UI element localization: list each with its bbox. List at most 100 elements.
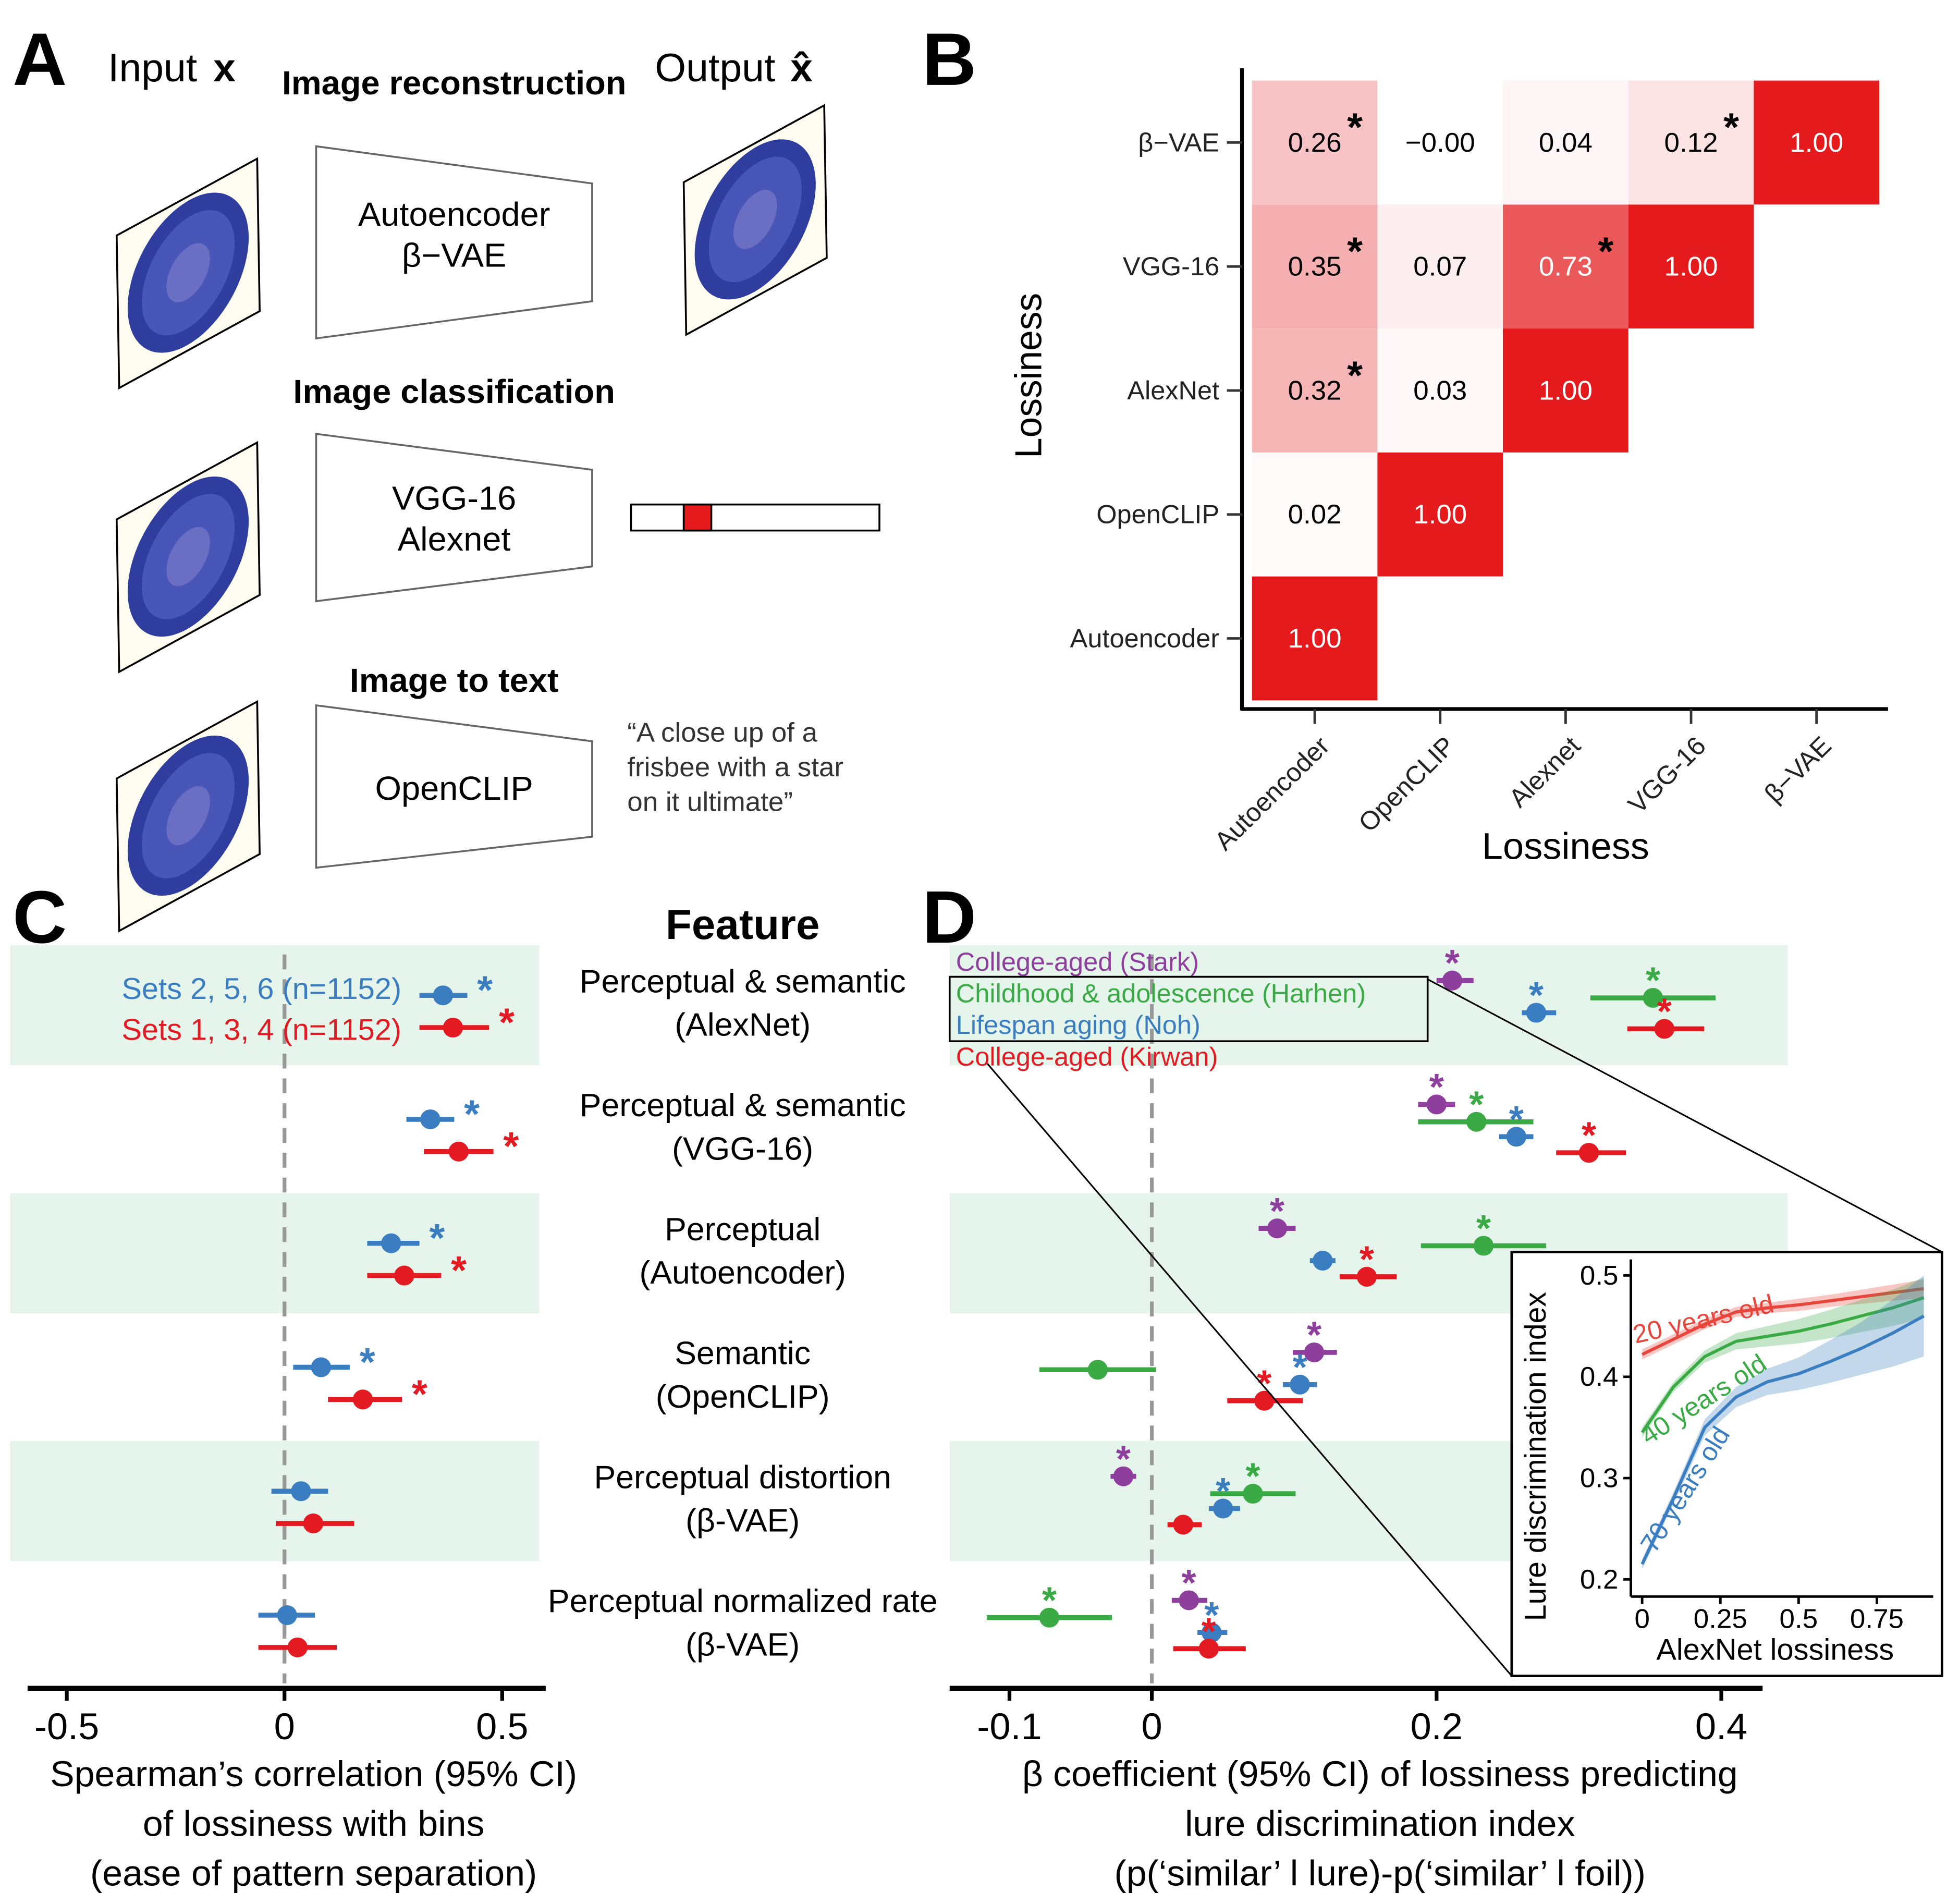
point (1526, 1003, 1547, 1023)
caption-line: on it ultimate” (627, 787, 793, 817)
cell-label: 1.00 (1790, 127, 1843, 158)
input-image (102, 441, 275, 673)
model-name: Autoencoder (358, 196, 550, 234)
y-axis-label: Lure discrimination index (1519, 1292, 1552, 1621)
input-symbol: x (213, 46, 236, 90)
feature-label: Perceptual (665, 1212, 821, 1248)
y-tick-label: β−VAE (1138, 128, 1219, 157)
heatmap-cell (1377, 204, 1503, 329)
point (1173, 1515, 1193, 1535)
legend-entry: College-aged (Kirwan) (956, 1042, 1218, 1071)
point (1243, 1483, 1263, 1504)
confidence-band (1642, 1279, 1924, 1360)
point (1442, 970, 1463, 991)
x-tick-label: 0 (1634, 1604, 1649, 1634)
model-shape (315, 704, 593, 869)
model-name: Alexnet (398, 520, 511, 558)
row-band (10, 1193, 540, 1314)
heatmap-cell (1503, 328, 1628, 453)
point (1087, 1360, 1108, 1380)
point (1039, 1607, 1060, 1628)
series-line (1640, 1296, 1925, 1434)
task-title: Image reconstruction (282, 65, 627, 102)
point (1313, 1251, 1333, 1271)
point (287, 1637, 308, 1657)
panel-label: C (13, 876, 67, 959)
cell-label: 1.00 (1413, 499, 1467, 530)
significance-star: * (1307, 1314, 1321, 1356)
cell-label: −0.00 (1405, 127, 1475, 158)
point (433, 985, 453, 1006)
significance-star: * (451, 1249, 467, 1292)
feature-label: Perceptual distortion (594, 1460, 891, 1496)
output-image (668, 104, 842, 336)
feature-label: (OpenCLIP) (656, 1379, 830, 1415)
heatmap-cell (1503, 80, 1628, 205)
cell-label: 0.04 (1539, 127, 1593, 158)
legend-entry: Childhood & adolescence (Harhen) (956, 979, 1366, 1008)
significance-star: * (1182, 1562, 1196, 1604)
point (311, 1357, 332, 1377)
heatmap-cell (1628, 80, 1754, 205)
significance-star: * (1509, 1099, 1524, 1140)
input-image (102, 700, 275, 932)
significance-star: * (477, 968, 493, 1012)
heatmap-cell (1252, 204, 1378, 329)
point (1578, 1143, 1599, 1163)
x-tick-label: 0.75 (1850, 1604, 1904, 1634)
task-title: Image classification (293, 373, 615, 411)
y-tick-label: 0.5 (1580, 1260, 1619, 1291)
significance-star: * (499, 1000, 515, 1044)
x-axis-label: Spearman’s correlation (95% CI) (50, 1754, 577, 1795)
class-bar (630, 503, 880, 532)
heatmap-cell (1503, 204, 1628, 329)
point (1473, 1236, 1494, 1256)
significance-star: * (1347, 106, 1363, 150)
point (381, 1233, 401, 1253)
x-axis-label: (ease of pattern separation) (90, 1853, 537, 1894)
significance-star: * (1042, 1580, 1057, 1621)
y-tick-label: Autoencoder (1070, 624, 1220, 653)
point (443, 1018, 463, 1038)
row-band (10, 1441, 540, 1561)
point (1290, 1374, 1310, 1395)
feature-label: (Autoencoder) (639, 1255, 846, 1291)
feature-title: Feature (666, 901, 820, 948)
feature-label: (VGG-16) (672, 1131, 813, 1167)
point (1213, 1498, 1233, 1519)
cell-label: 1.00 (1539, 375, 1593, 406)
cell-label: 0.12 (1664, 127, 1718, 158)
confidence-band (1642, 1275, 1924, 1569)
significance-star: * (1204, 1594, 1219, 1636)
feature-label: Perceptual normalized rate (548, 1584, 938, 1620)
significance-star: * (464, 1092, 480, 1136)
feature-label: (AlexNet) (675, 1007, 811, 1043)
feature-label: Perceptual & semantic (580, 964, 906, 1000)
x-tick-label: -0.5 (34, 1706, 99, 1748)
significance-star: * (1216, 1471, 1230, 1512)
point (1267, 1218, 1288, 1239)
point (394, 1265, 414, 1286)
x-tick-label: 0.4 (1695, 1706, 1747, 1748)
y-tick-label: VGG-16 (1123, 252, 1219, 281)
cell-label: 1.00 (1664, 251, 1718, 282)
legend-entry: Sets 1, 3, 4 (n=1152) (121, 1014, 401, 1047)
model-shape (315, 145, 593, 340)
significance-star: * (1347, 353, 1363, 397)
significance-star: * (1202, 1610, 1216, 1652)
significance-star: * (1257, 1363, 1271, 1405)
caption-line: frisbee with a star (627, 752, 843, 783)
significance-star: * (429, 1216, 445, 1260)
panel-label: B (922, 18, 976, 101)
point (420, 1109, 440, 1129)
significance-star: * (1116, 1438, 1131, 1480)
feature-label: Semantic (675, 1336, 811, 1372)
point (1113, 1466, 1134, 1486)
significance-star: * (1646, 960, 1660, 1002)
cell-label: 0.02 (1288, 499, 1342, 530)
y-tick-label: 0.2 (1580, 1564, 1619, 1595)
model-shape (315, 433, 593, 603)
significance-star: * (1245, 1456, 1260, 1497)
legend-box (948, 975, 1429, 1042)
x-tick-label: 0.5 (1780, 1604, 1818, 1634)
